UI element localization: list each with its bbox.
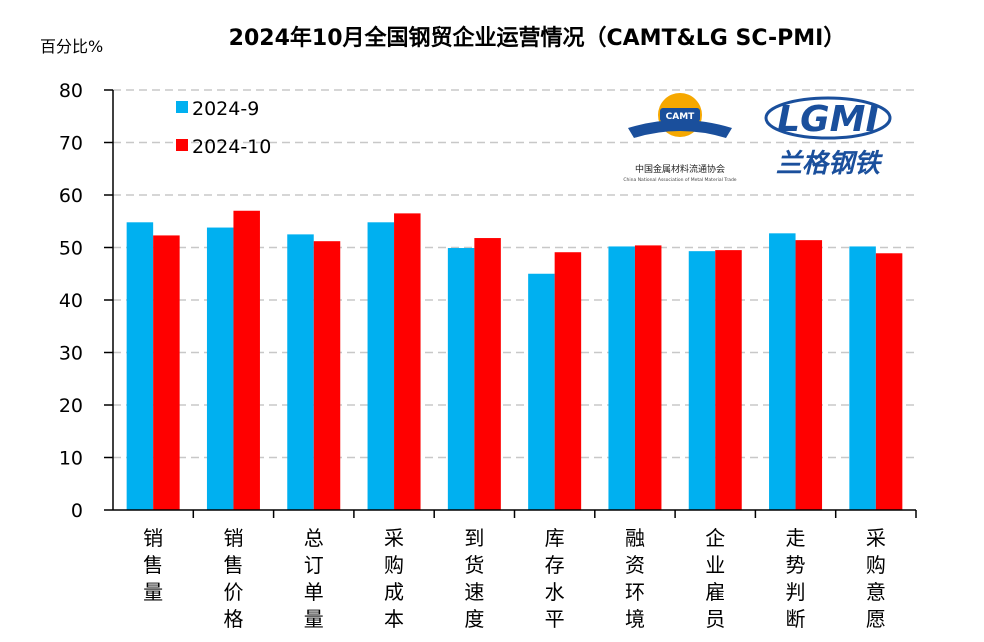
bar-2024-9-企业雇员 [688,251,716,511]
svg-text:兰格钢铁: 兰格钢铁 [776,149,884,179]
legend-swatch [176,139,188,151]
x-tick-label: 到货速度 [464,526,484,631]
y-tick-label: 50 [59,238,83,260]
bar-2024-9-采购意愿 [849,246,876,510]
bar-2024-9-走势判断 [769,233,796,510]
x-tick-label: 融资环境 [625,526,645,631]
svg-text:China National Association of: China National Association of Metal Mate… [623,177,736,183]
bar-2024-10-走势判断 [795,240,823,510]
camt-logo: CAMT 中国金属材料流通协会 China National Associati… [623,93,737,183]
bar-2024-10-到货速度 [474,238,501,511]
y-axis-label: 百分比% [40,37,103,56]
bar-2024-9-到货速度 [447,248,475,510]
bar-2024-10-总订单量 [313,241,341,510]
y-tick-label: 40 [59,290,83,312]
x-tick-label: 销售量 [143,526,163,604]
svg-text:中国金属材料流通协会: 中国金属材料流通协会 [635,163,725,175]
bar-2024-9-总订单量 [287,234,314,510]
y-tick-label: 20 [59,395,83,417]
svg-text:CAMT: CAMT [666,112,696,122]
x-tick-label: 库存水平 [545,526,565,631]
bar-2024-10-融资环境 [634,245,662,510]
bar-2024-9-库存水平 [528,273,555,510]
y-tick-label: 70 [59,133,83,155]
legend-label: 2024-10 [192,136,271,158]
x-tick-label: 采购意愿 [866,526,886,631]
x-tick-label: 企业雇员 [705,526,725,631]
bar-2024-10-库存水平 [554,252,582,510]
bar-2024-10-企业雇员 [715,250,742,510]
x-tick-label: 销售价格 [223,526,243,631]
x-tick-label: 走势判断 [786,526,806,631]
y-tick-label: 0 [71,500,83,522]
bar-2024-10-采购意愿 [875,253,903,510]
lgmi-logo: LGMI 兰格钢铁 [764,96,892,179]
x-tick-label: 总订单量 [304,526,324,631]
svg-text:LGMI: LGMI [777,99,879,140]
y-tick-label: 60 [59,185,83,207]
y-tick-label: 80 [59,80,83,102]
x-tick-label: 采购成本 [384,526,404,631]
y-tick-label: 10 [59,448,83,470]
bar-2024-10-销售量 [153,235,180,511]
bar-2024-10-采购成本 [394,213,421,510]
bar-2024-9-销售价格 [206,227,234,511]
legend-label: 2024-9 [192,98,259,120]
legend-swatch [176,101,188,113]
bar-2024-10-销售价格 [233,210,260,510]
bar-2024-9-融资环境 [608,246,635,510]
bar-2024-9-采购成本 [367,222,395,511]
chart-title: 2024年10月全国钢贸企业运营情况（CAMT&LG SC-PMI） [229,25,846,51]
y-tick-label: 30 [59,343,83,365]
bar-2024-9-销售量 [126,222,154,511]
